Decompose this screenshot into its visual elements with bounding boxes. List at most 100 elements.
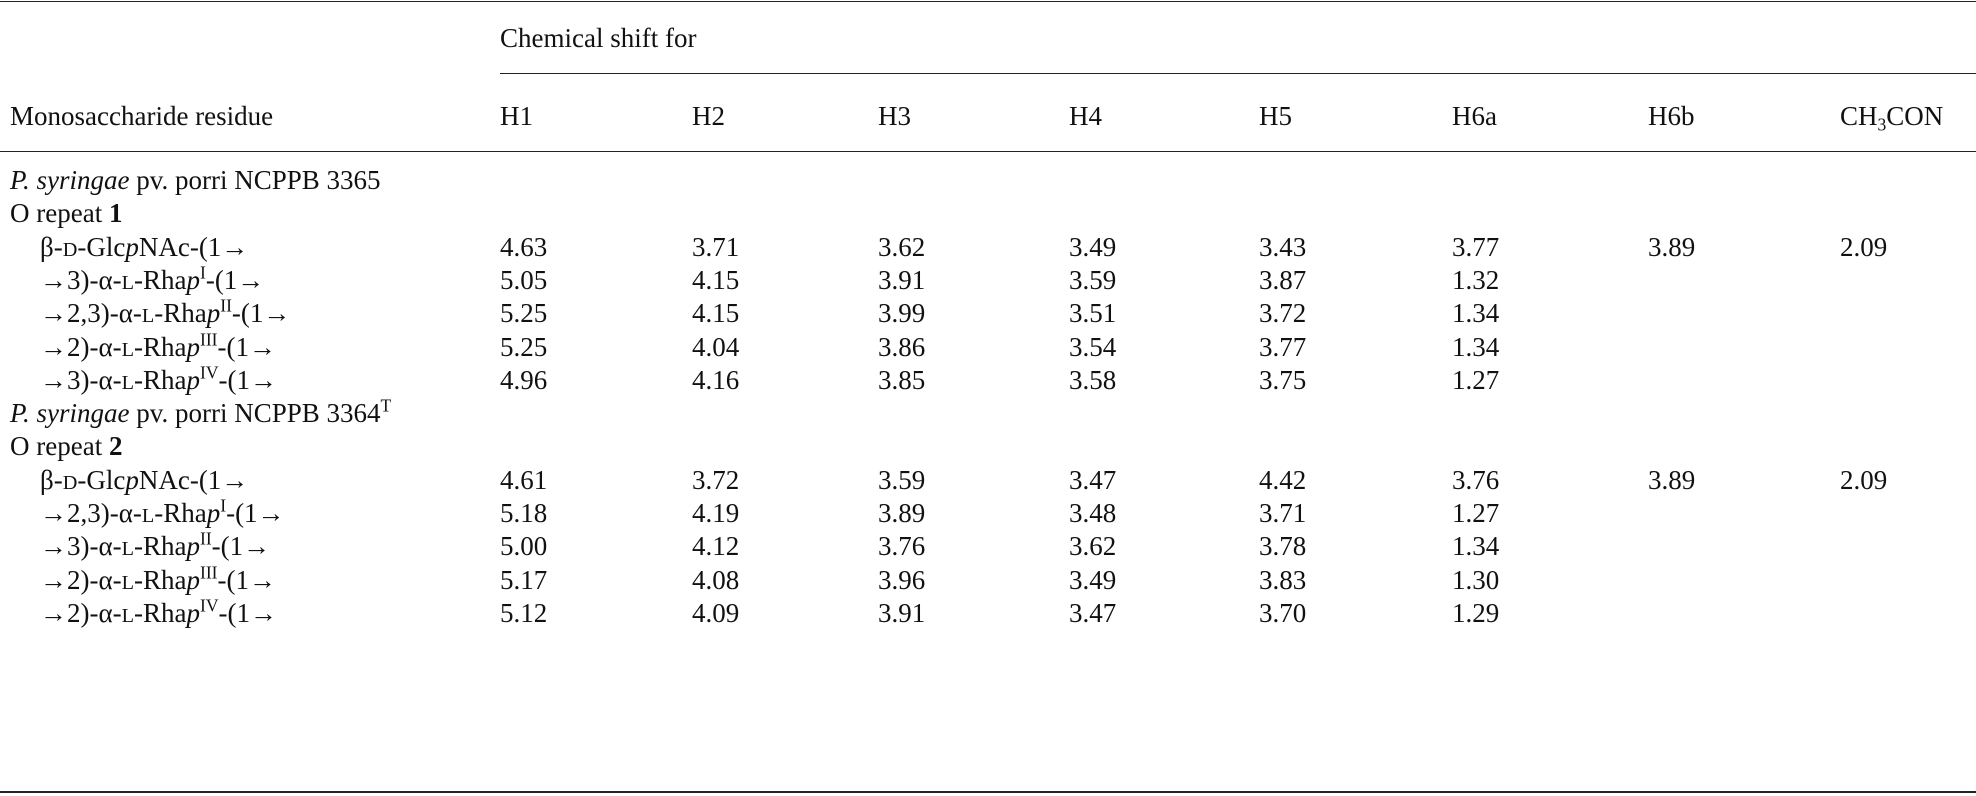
value: 3.72: [692, 464, 740, 495]
residue-sugar: -Rha: [134, 597, 187, 628]
value: 1.27: [1452, 364, 1500, 395]
column-header: Monosaccharide residue: [10, 101, 274, 131]
cell-value: 3.49: [1069, 230, 1116, 264]
residue: →2)-α-L-RhapIII-(1→: [40, 330, 276, 367]
residue-superscript: II: [220, 295, 232, 316]
residue-ring: p: [186, 597, 200, 628]
residue-sugar: -Rha: [134, 564, 187, 595]
value: 3.59: [1069, 264, 1117, 295]
residue-suffix: -(1→: [218, 364, 277, 395]
cell-value: 3.76: [878, 529, 925, 563]
value: 3.75: [1259, 364, 1307, 395]
value: 4.16: [692, 364, 740, 395]
residue-suffix: -(1→: [217, 564, 276, 595]
cell-value: 3.89: [1648, 463, 1695, 497]
cell-value: 1.29: [1452, 596, 1499, 630]
value: 3.49: [1069, 564, 1117, 595]
value: 3.78: [1259, 531, 1307, 562]
cell-value: 4.96: [500, 363, 547, 397]
cell-value: 3.59: [1069, 263, 1116, 297]
header-rule: [0, 151, 1976, 152]
residue-config: L: [121, 571, 134, 594]
residue-superscript: IV: [199, 362, 219, 383]
value: 1.29: [1452, 597, 1500, 628]
cell-value: 5.12: [500, 596, 547, 630]
residue-ring: p: [206, 498, 221, 528]
residue-ring: p: [206, 298, 221, 329]
value: 4.42: [1259, 464, 1307, 495]
residue: β-D-GlcpNAc-(1→: [40, 463, 248, 500]
value: 3.58: [1069, 364, 1117, 395]
residue-sugar: -Rha: [134, 364, 187, 395]
value: 1.30: [1452, 564, 1500, 595]
residue-ring: p: [186, 331, 200, 362]
residue-prefix: β-: [40, 464, 63, 495]
value: 3.51: [1069, 298, 1117, 329]
cell-value: 1.32: [1452, 263, 1499, 297]
species: P. syringae: [10, 398, 130, 429]
residue-prefix: →2)-α-: [40, 564, 122, 595]
residue-config: D: [62, 471, 78, 494]
strain: P. syringae pv. porri NCPPB 3364T: [10, 396, 391, 430]
cell-value: 4.19: [692, 496, 739, 530]
cell-value: 3.99: [878, 296, 925, 330]
value: 4.04: [692, 331, 740, 362]
repeat: O repeat 2: [10, 429, 122, 463]
value: 3.71: [1259, 498, 1307, 528]
column-header: H6b: [1648, 99, 1695, 133]
value: 3.43: [1259, 231, 1307, 262]
repeat-label: O repeat: [10, 431, 103, 462]
cell-value: 4.63: [500, 230, 547, 264]
cell-value: 1.27: [1452, 496, 1499, 530]
value: 3.83: [1259, 564, 1307, 595]
residue-config: L: [121, 604, 134, 627]
cell-value: 3.76: [1452, 463, 1499, 497]
value: 3.71: [692, 231, 740, 262]
value: 5.17: [500, 564, 548, 595]
value: 5.12: [500, 597, 548, 628]
residue-ring: p: [186, 264, 200, 295]
residue-config: D: [62, 238, 78, 261]
value: 3.59: [878, 464, 926, 495]
header-text: H3: [878, 101, 911, 131]
cell-value: 3.89: [878, 496, 925, 530]
value: 5.25: [500, 298, 548, 329]
repeat: O repeat 1: [10, 196, 122, 230]
value: 4.61: [500, 464, 548, 495]
residue: →2,3)-α-L-RhapI-(1→: [40, 496, 285, 533]
cell-value: 3.91: [878, 596, 925, 630]
cell-value: 3.78: [1259, 529, 1306, 563]
value: 3.77: [1259, 331, 1307, 362]
column-header: H1: [500, 99, 533, 133]
group-rule: [500, 73, 1976, 74]
residue-sugar: -Rha: [154, 298, 207, 329]
residue-suffix: -(1→: [205, 264, 265, 295]
value: 3.49: [1069, 231, 1117, 262]
residue: →3)-α-L-RhapII-(1→: [40, 529, 270, 566]
value: 3.48: [1069, 498, 1117, 528]
column-header: H6a: [1452, 99, 1497, 133]
cell-value: 5.00: [500, 529, 547, 563]
cell-value: 4.12: [692, 529, 739, 563]
residue-prefix: →2)-α-: [40, 597, 122, 628]
residue-config: L: [121, 338, 134, 361]
value: 3.76: [1452, 464, 1500, 495]
cell-value: 3.75: [1259, 363, 1306, 397]
cell-value: 4.61: [500, 463, 547, 497]
cell-value: 3.77: [1259, 330, 1306, 364]
residue-ring: p: [186, 564, 200, 595]
cell-value: 3.87: [1259, 263, 1306, 297]
value: 4.63: [500, 231, 548, 262]
value: 3.86: [878, 331, 926, 362]
residue-prefix: β-: [40, 231, 63, 262]
residue-sugar: -Rha: [134, 264, 187, 295]
residue-prefix: →2,3)-α-: [40, 498, 142, 528]
cell-value: 3.86: [878, 330, 925, 364]
value: 3.62: [878, 231, 926, 262]
group-header: Chemical shift for: [500, 23, 697, 53]
strain: P. syringae pv. porri NCPPB 3365: [10, 163, 381, 197]
cell-value: 3.43: [1259, 230, 1306, 264]
header-text: H2: [692, 101, 725, 131]
residue-superscript: I: [199, 262, 206, 283]
residue-config: L: [121, 271, 134, 294]
